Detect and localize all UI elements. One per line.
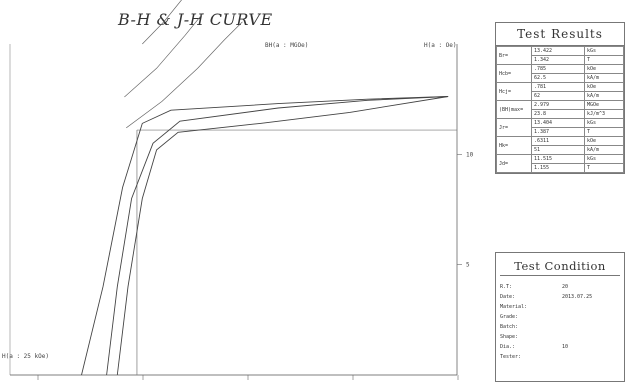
- results-unit: kA/m: [584, 73, 624, 83]
- results-value: 1.155: [531, 163, 585, 173]
- results-unit: T: [584, 163, 624, 173]
- results-label: Br=: [496, 46, 532, 65]
- condition-row: Material:: [496, 302, 624, 312]
- results-label: Hcb=: [496, 64, 532, 83]
- results-row: Hk= .6311 kOe: [496, 136, 624, 155]
- results-value: .6311: [531, 136, 585, 146]
- chart-title: B-H & J-H CURVE: [118, 10, 273, 29]
- condition-value: 10: [562, 344, 569, 350]
- results-value: 2.979: [531, 100, 585, 110]
- results-unit: kOe: [584, 82, 624, 92]
- results-value: .781: [531, 82, 585, 92]
- results-value: .785: [531, 64, 585, 74]
- condition-value: 2013.07.25: [562, 294, 593, 300]
- results-unit: kOe: [584, 64, 624, 74]
- results-label: Jr=: [496, 118, 532, 137]
- chart-marks: [81, 0, 457, 376]
- condition-row: Batch:: [496, 322, 624, 332]
- results-value: 11.515: [531, 154, 585, 164]
- results-unit: kGs: [584, 118, 624, 128]
- results-unit: kGs: [584, 46, 624, 56]
- results-unit: kGs: [584, 154, 624, 164]
- results-unit: T: [584, 55, 624, 65]
- condition-label: Tester:: [500, 354, 522, 360]
- right-tick-label: 10: [466, 151, 474, 158]
- results-label: Hcj=: [496, 82, 532, 101]
- condition-value: 20: [562, 284, 569, 290]
- results-label: Hk=: [496, 136, 532, 155]
- results-unit: kJ/m^3: [584, 109, 624, 119]
- results-unit: MGOe: [584, 100, 624, 110]
- results-value: 13.422: [531, 46, 585, 56]
- results-row: Hcj= .781 kOe: [496, 82, 624, 101]
- chart-axes: 10 5: [9, 44, 474, 380]
- series-line: [106, 96, 449, 376]
- condition-label: R.T:: [500, 284, 513, 290]
- results-value: 23.8: [531, 109, 585, 119]
- test-results-table: Br= 13.422 kGs 1.342 T Hcb= .785 kOe 62.5 kA/m Hcj…: [496, 46, 624, 173]
- bh-label: BH(a : MGOe): [265, 42, 308, 49]
- condition-label: Shape:: [500, 334, 519, 340]
- bh-hyperbola: [125, 21, 243, 129]
- condition-row: Grade:: [496, 312, 624, 322]
- test-condition-title: Test Condition: [500, 259, 620, 276]
- results-value: 1.387: [531, 127, 585, 137]
- condition-row: Tester:: [496, 352, 624, 362]
- results-value: 1.342: [531, 55, 585, 65]
- results-value: 51: [531, 145, 585, 155]
- results-row: 1.155 T: [497, 163, 624, 173]
- condition-row: Dia.: 10: [496, 342, 624, 352]
- results-row: Jr= 13.404 kGs: [496, 118, 624, 137]
- condition-label: Grade:: [500, 314, 519, 320]
- condition-row: R.T: 20: [496, 282, 624, 292]
- condition-label: Date:: [500, 294, 516, 300]
- series-line: [81, 96, 449, 376]
- results-label: (BH)max=: [496, 100, 532, 119]
- test-results-panel: Test Results Br= 13.422 kGs 1.342 T Hcb= .785 k…: [495, 22, 625, 174]
- condition-label: Material:: [500, 304, 528, 310]
- bh-hyperbola: [142, 0, 182, 45]
- condition-label: Dia.:: [500, 344, 516, 350]
- results-unit: kOe: [584, 136, 624, 146]
- results-value: 62: [531, 91, 585, 101]
- test-condition-panel: Test Condition R.T: 20 Date: 2013.07.25 Mate…: [495, 252, 625, 382]
- series-line: [116, 96, 449, 376]
- results-value: 13.404: [531, 118, 585, 128]
- right-tick-label: 5: [466, 262, 470, 269]
- condition-row: Date: 2013.07.25: [496, 292, 624, 302]
- h-label: H(a : Oe): [424, 42, 457, 49]
- results-row: (BH)max= 2.979 MGOe: [496, 100, 624, 119]
- results-label: Jd=: [496, 154, 532, 173]
- test-results-title: Test Results: [496, 23, 624, 46]
- condition-label: Batch:: [500, 324, 519, 330]
- results-value: 62.5: [531, 73, 585, 83]
- results-unit: kA/m: [584, 91, 624, 101]
- results-unit: T: [584, 127, 624, 137]
- h-scale-label: H(a : 25 kOe): [2, 353, 49, 360]
- results-unit: kA/m: [584, 145, 624, 155]
- condition-row: Shape:: [496, 332, 624, 342]
- results-row: Hcb= .785 kOe: [496, 64, 624, 83]
- bh-hyperbola: [124, 12, 204, 98]
- results-row: Br= 13.422 kGs: [496, 46, 624, 65]
- results-row: Jd= 11.515 kGs: [496, 154, 624, 173]
